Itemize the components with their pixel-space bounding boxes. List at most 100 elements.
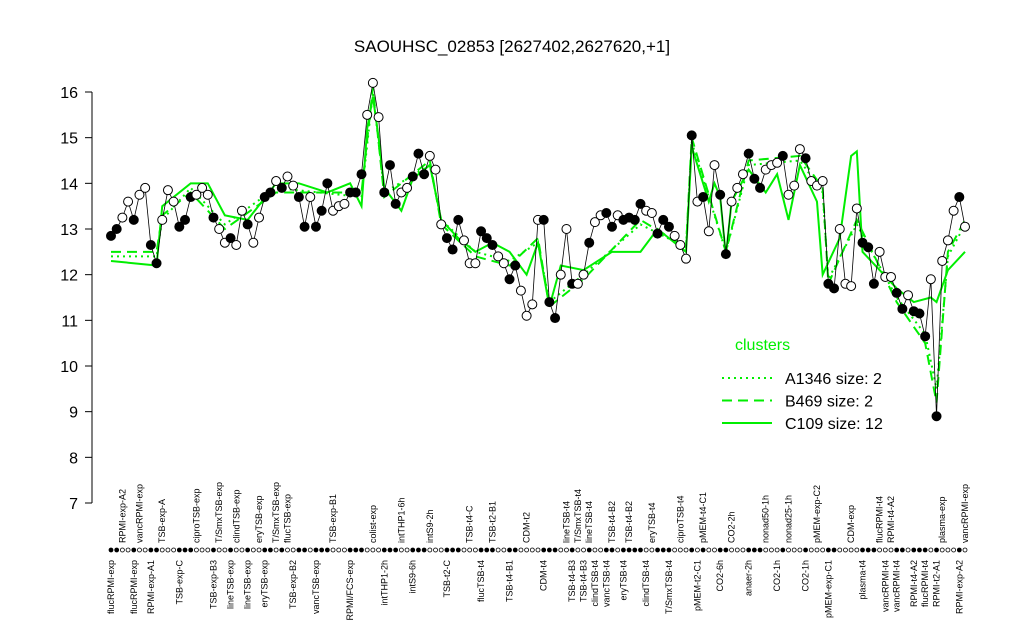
x-tick-label: vancRPMI-t4 bbox=[880, 560, 890, 612]
point bbox=[504, 274, 515, 285]
rug-dot bbox=[649, 547, 655, 553]
x-tick-label: colist-exp bbox=[368, 505, 378, 543]
rug-dot bbox=[740, 547, 746, 553]
rug-dot bbox=[501, 547, 507, 553]
x-tick-label: T/SmxTSB-t4 bbox=[573, 489, 583, 543]
rug-dot bbox=[666, 547, 672, 553]
x-tick-label: intTHP1-2h bbox=[379, 560, 389, 606]
point bbox=[658, 214, 669, 225]
y-tick-label: 9 bbox=[69, 405, 78, 422]
point bbox=[646, 208, 657, 219]
point bbox=[498, 258, 509, 269]
point bbox=[293, 192, 304, 203]
x-tick-label: TSB-t4-B1 bbox=[505, 560, 515, 602]
x-tick-label: CO2-1h bbox=[801, 560, 811, 592]
point bbox=[316, 205, 327, 216]
point bbox=[669, 230, 680, 241]
x-tick-label: CO2-1h bbox=[772, 560, 782, 592]
rug-dot bbox=[467, 547, 473, 553]
point bbox=[800, 153, 811, 164]
point bbox=[942, 235, 953, 246]
point bbox=[481, 233, 492, 244]
rug-dot bbox=[951, 547, 957, 553]
x-tick-label: TSB-exp-C bbox=[174, 560, 184, 605]
rug-dot bbox=[262, 547, 268, 553]
point bbox=[527, 299, 538, 310]
point bbox=[424, 150, 435, 161]
point bbox=[202, 189, 213, 200]
point bbox=[737, 169, 748, 180]
rug-dot bbox=[205, 547, 211, 553]
rug-dot bbox=[245, 547, 251, 553]
rug-dot bbox=[370, 547, 376, 553]
rug-dot bbox=[450, 547, 456, 553]
x-tick-label: ciproTSB-exp bbox=[191, 488, 201, 543]
x-tick-label: pMEM-t4-C1 bbox=[698, 492, 708, 543]
x-tick-label: TSB-t4-C bbox=[465, 505, 475, 543]
rug-dot bbox=[717, 547, 723, 553]
point bbox=[322, 178, 333, 189]
point bbox=[937, 255, 948, 266]
x-tick-label: CDM-t2 bbox=[522, 512, 532, 543]
rug-dot bbox=[677, 547, 683, 553]
point bbox=[851, 203, 862, 214]
point bbox=[276, 182, 287, 193]
rug-dot bbox=[700, 547, 706, 553]
x-tick-label: flucRPMI-t4 bbox=[875, 496, 885, 543]
x-tick-label: plasma-exp bbox=[937, 496, 947, 543]
cluster-line bbox=[110, 96, 966, 307]
rug-dot bbox=[723, 547, 729, 553]
rug-dot bbox=[268, 547, 273, 553]
x-tick-label: TSB-t4-B2 bbox=[624, 501, 634, 543]
point bbox=[578, 269, 589, 280]
point bbox=[493, 251, 504, 262]
x-tick-label: TSB-exp-B1 bbox=[328, 494, 338, 543]
rug-dot bbox=[108, 547, 114, 553]
point bbox=[607, 221, 618, 232]
x-tick-label: lineTSB-exp bbox=[226, 560, 236, 609]
point bbox=[561, 224, 572, 234]
legend-label: B469 size: 2 bbox=[785, 394, 873, 411]
point bbox=[544, 297, 555, 308]
point bbox=[783, 189, 794, 200]
point bbox=[834, 224, 845, 234]
rug-dot bbox=[843, 547, 848, 553]
x-tick-label: ciproTSB-t4 bbox=[675, 495, 685, 543]
x-tick-label: flucTSB-t4 bbox=[476, 560, 486, 602]
point bbox=[794, 144, 805, 155]
x-tick-label: TSB-t2-B1 bbox=[487, 501, 497, 543]
point bbox=[897, 303, 908, 314]
x-tick-label: vancTSB-t4 bbox=[601, 560, 611, 607]
rug-dot bbox=[769, 547, 774, 553]
rug-dot bbox=[774, 547, 780, 553]
x-tick-label: clindTSB-t4 bbox=[641, 560, 651, 607]
rug-dot bbox=[387, 547, 393, 553]
rug-dot bbox=[137, 547, 142, 553]
rug-dot bbox=[188, 547, 194, 553]
y-tick-label: 15 bbox=[60, 131, 78, 148]
point bbox=[817, 176, 828, 187]
rug-dot bbox=[222, 547, 228, 553]
x-tick-label: CDM-exp bbox=[846, 505, 856, 543]
point bbox=[868, 278, 879, 289]
rug-dot bbox=[734, 547, 740, 553]
point bbox=[265, 187, 276, 198]
x-tick-label: lineTSB-t4 bbox=[561, 501, 571, 543]
x-tick-label: eryTSB-t4 bbox=[647, 502, 657, 543]
rug-dot bbox=[336, 547, 342, 553]
point bbox=[436, 219, 447, 230]
x-tick-label: vancTSB-exp bbox=[311, 560, 321, 614]
x-tick-label: CDM-t4 bbox=[539, 560, 549, 591]
point bbox=[288, 180, 299, 191]
point bbox=[715, 189, 726, 200]
rug-dot bbox=[706, 547, 712, 553]
rug-dot bbox=[290, 547, 296, 553]
y-tick-label: 7 bbox=[69, 496, 78, 513]
rug-dot bbox=[119, 547, 125, 553]
point bbox=[214, 224, 225, 234]
point bbox=[635, 198, 646, 209]
rug-dot bbox=[683, 547, 689, 553]
rug-dot bbox=[393, 547, 399, 553]
rug-dot bbox=[398, 547, 404, 553]
rug-dot bbox=[655, 547, 660, 553]
